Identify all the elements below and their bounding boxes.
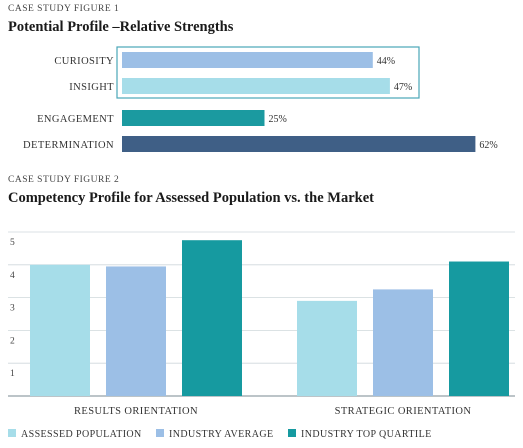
value-label-determination: 62%: [479, 140, 497, 151]
category-label-curiosity: CURIOSITY: [54, 56, 114, 67]
category-label-determination: DETERMINATION: [23, 140, 114, 151]
y-tick-label-1: 1: [10, 369, 15, 379]
competency-profile-chart: 1 2 3 4 5 RESULTS ORIENTATION STRATEGIC ORIENT…: [8, 231, 515, 440]
bar-industry-average-strategic: [373, 289, 433, 396]
category-label-insight: INSIGHT: [69, 82, 114, 93]
legend-label-assessed-population: ASSESSED POPULATION: [21, 429, 142, 440]
figure1-kicker: CASE STUDY FIGURE 1: [8, 4, 120, 14]
y-tick-label-4: 4: [10, 271, 15, 281]
bar-curiosity: [122, 52, 373, 68]
legend-swatch-industry-top-quartile: [288, 429, 296, 437]
bar-assessed-population-results: [30, 264, 90, 396]
bar-industry-top-quartile-strategic: [449, 261, 509, 396]
legend-swatch-assessed-population: [8, 429, 16, 437]
legend-label-industry-average: INDUSTRY AVERAGE: [169, 429, 273, 440]
figure2-title: Competency Profile for Assessed Populati…: [8, 190, 374, 206]
potential-profile-chart: CURIOSITY 44% INSIGHT 47% ENGAGEMENT 25% DETER…: [23, 46, 498, 152]
legend-label-industry-top-quartile: INDUSTRY TOP QUARTILE: [301, 429, 432, 440]
x-category-label-results: RESULTS ORIENTATION: [74, 406, 198, 417]
bar-industry-average-results: [106, 266, 166, 396]
value-label-curiosity: 44%: [377, 56, 395, 67]
x-category-label-strategic: STRATEGIC ORIENTATION: [335, 406, 472, 417]
bar-industry-top-quartile-results: [182, 240, 242, 396]
category-label-engagement: ENGAGEMENT: [37, 114, 114, 125]
figure2-kicker: CASE STUDY FIGURE 2: [8, 175, 120, 185]
y-tick-label-5: 5: [10, 238, 15, 248]
bar-assessed-population-strategic: [297, 300, 357, 396]
legend-swatch-industry-average: [156, 429, 164, 437]
bar-engagement: [122, 110, 265, 126]
y-tick-label-2: 2: [10, 336, 15, 346]
bar-insight: [122, 78, 390, 94]
figure1-title: Potential Profile –Relative Strengths: [8, 19, 234, 35]
bar-determination: [122, 136, 476, 152]
y-tick-label-3: 3: [10, 304, 15, 314]
value-label-insight: 47%: [394, 82, 412, 93]
highlight-box: [116, 46, 420, 99]
value-label-engagement: 25%: [269, 114, 287, 125]
